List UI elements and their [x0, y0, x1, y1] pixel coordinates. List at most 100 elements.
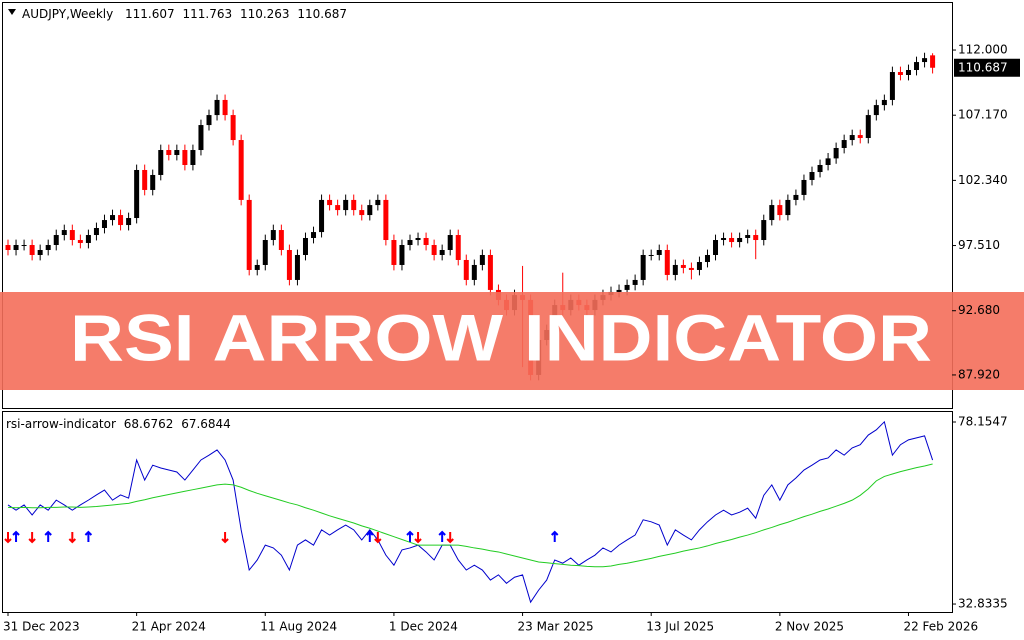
x-tick-label: 11 Aug 2024: [260, 620, 337, 634]
candle-body: [825, 158, 831, 165]
candle-body: [423, 237, 429, 246]
up-arrow: [84, 530, 93, 542]
indicator-title: rsi-arrow-indicator: [6, 417, 116, 431]
current-price-label: 110.687: [958, 60, 1008, 74]
candle-body: [632, 279, 638, 285]
candle-body: [13, 245, 19, 250]
up-arrow: [12, 530, 20, 542]
candle-body: [785, 199, 791, 216]
candle-body: [351, 199, 357, 211]
candle-body: [311, 232, 317, 238]
candle-body: [101, 220, 107, 229]
up-arrow: [366, 530, 374, 542]
candle-body: [407, 240, 413, 246]
y-tick-label: 102.340: [958, 173, 1008, 187]
candle-body: [29, 245, 35, 255]
candle-body: [238, 140, 244, 200]
candle-body: [431, 245, 437, 255]
candle-body: [367, 205, 373, 216]
last-close: 110.687: [297, 7, 347, 21]
candle-body: [914, 62, 920, 71]
x-tick-label: 21 Apr 2024: [132, 620, 206, 634]
candle-body: [69, 230, 75, 241]
y-tick-label: 78.1547: [958, 414, 1008, 428]
candle-body: [126, 218, 132, 226]
candle-body: [873, 105, 879, 116]
down-arrow: [28, 532, 36, 544]
candle-body: [254, 264, 260, 270]
indicator-line: [7, 463, 933, 568]
candle-body: [278, 230, 284, 250]
candle-body: [656, 249, 662, 255]
candle-body: [37, 249, 43, 255]
candle-body: [118, 215, 124, 226]
candle-body: [343, 199, 349, 211]
candle-body: [222, 99, 228, 116]
candle-body: [45, 245, 51, 250]
candle-body: [672, 264, 678, 275]
candle-body: [753, 235, 759, 241]
candle-body: [134, 169, 140, 219]
candle-body: [230, 115, 236, 141]
banner: RSI ARROW INDICATOR: [0, 292, 1024, 390]
candle-body: [77, 240, 83, 243]
down-arrow: [374, 532, 382, 544]
candle-body: [150, 174, 156, 190]
down-arrow: [221, 532, 229, 544]
up-arrow: [406, 530, 414, 542]
candle-body: [270, 230, 276, 241]
candle-body: [142, 169, 148, 190]
candle-body: [447, 235, 453, 250]
candle-body: [688, 267, 694, 270]
candle-body: [335, 205, 341, 211]
down-arrow: [68, 532, 77, 544]
candle-body: [801, 179, 807, 195]
candle-body: [110, 215, 116, 221]
candle-body: [479, 254, 485, 265]
candle-body: [922, 58, 928, 63]
banner-band: [0, 292, 1024, 390]
last-low: 110.263: [240, 7, 290, 21]
candle-body: [487, 254, 493, 290]
candle-body: [93, 228, 99, 236]
current-price-box: [954, 58, 1020, 77]
candle-body: [246, 199, 252, 270]
x-tick-label: 31 Dec 2023: [3, 620, 80, 634]
candle-body: [294, 254, 300, 280]
signal-value: 67.6844: [181, 417, 231, 431]
candle-body: [158, 150, 164, 175]
candle-body: [761, 220, 767, 241]
candle-body: [648, 254, 654, 256]
candle-body: [399, 245, 405, 265]
indicator-header: rsi-arrow-indicator 68.6762 67.6844: [6, 417, 231, 431]
candle-body: [206, 115, 212, 126]
candle-body: [833, 147, 839, 159]
candle-body: [359, 210, 365, 216]
candle-body: [664, 249, 670, 275]
candle-body: [61, 230, 67, 236]
indicator-line: [7, 420, 934, 604]
candle-body: [439, 249, 445, 255]
candle-body: [463, 259, 469, 280]
banner-text: RSI ARROW INDICATOR: [70, 300, 932, 374]
candle-body: [391, 240, 397, 265]
axes: 112.000 107.170 102.340 97.510 92.680 87.920 3…: [3, 43, 1020, 634]
candle-body: [809, 172, 815, 180]
candle-body: [21, 245, 27, 247]
candle-body: [624, 284, 630, 290]
candle-body: [849, 135, 855, 141]
candle-body: [696, 262, 702, 270]
last-open: 111.607: [125, 7, 175, 21]
candle-body: [286, 249, 292, 280]
x-tick-label: 2 Nov 2025: [775, 620, 844, 634]
candle-body: [777, 205, 783, 216]
indicator-pane: [4, 420, 934, 604]
rsi-value: 68.6762: [124, 417, 174, 431]
candle-body: [881, 99, 887, 106]
y-tick-label: 112.000: [958, 43, 1008, 57]
down-arrow: [414, 532, 422, 544]
candle-body: [415, 237, 421, 241]
candle-body: [841, 140, 847, 148]
